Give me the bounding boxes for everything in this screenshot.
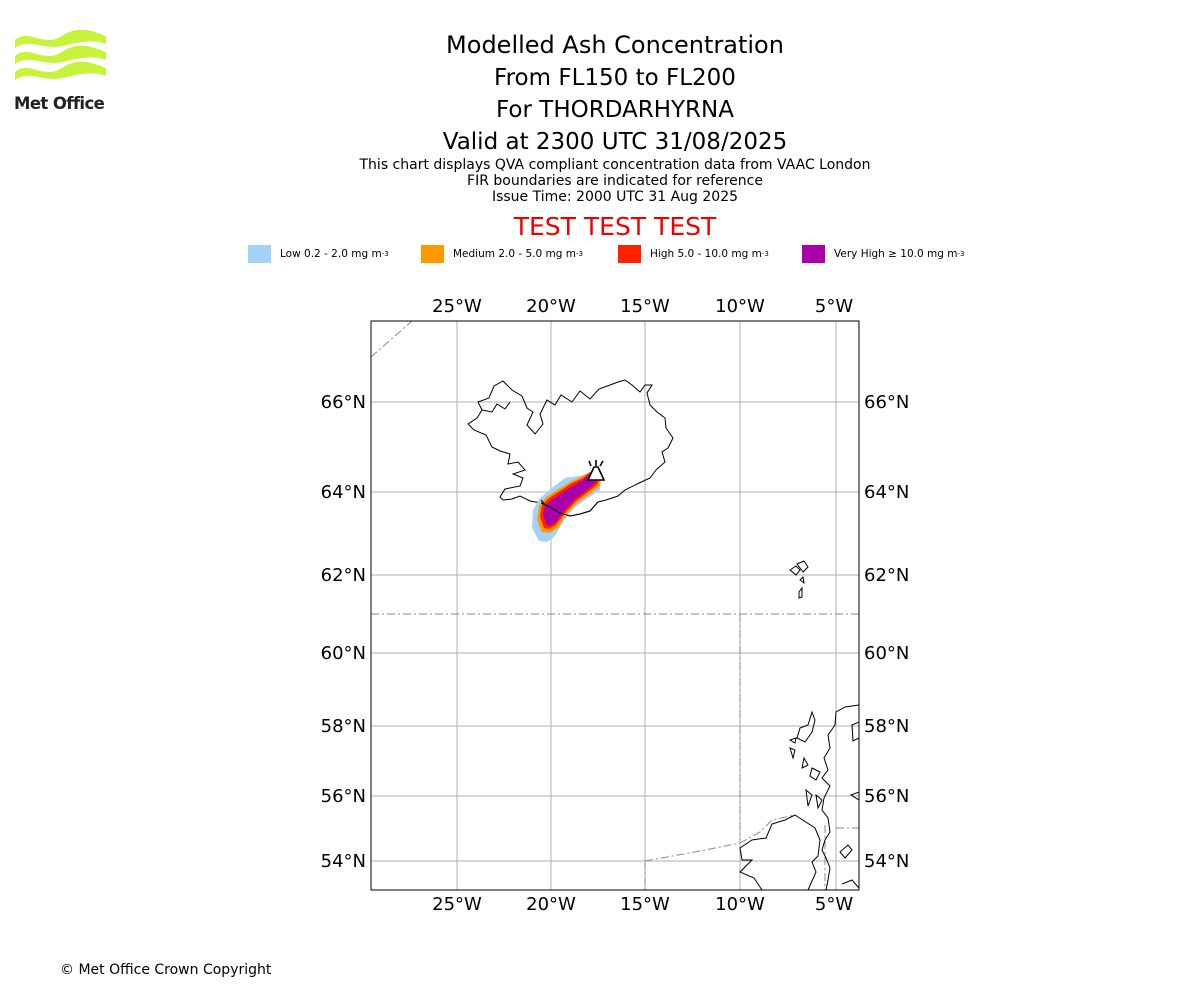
gridlines xyxy=(371,321,859,890)
lon-labels-bottom: 25°W 20°W 15°W 10°W 5°W xyxy=(432,894,853,915)
ash-very-high xyxy=(543,473,597,526)
scottish-islands xyxy=(788,710,859,810)
lon-labels-top: 25°W 20°W 15°W 10°W 5°W xyxy=(432,296,853,317)
lon-label-bottom-20w: 20°W xyxy=(526,894,576,915)
lat-label-right-54n: 54°N xyxy=(864,851,909,872)
lon-label-top-10w: 10°W xyxy=(715,296,765,317)
legend-swatch-medium xyxy=(421,245,444,263)
logo-text: Met Office xyxy=(14,94,105,113)
lat-label-left-60n: 60°N xyxy=(321,643,366,664)
lon-label-bottom-15w: 15°W xyxy=(620,894,670,915)
lat-label-left-54n: 54°N xyxy=(321,851,366,872)
lat-label-left-66n: 66°N xyxy=(321,392,366,413)
lat-label-right-66n: 66°N xyxy=(864,392,909,413)
iceland-coastline xyxy=(467,379,674,517)
flight-levels: From FL150 to FL200 xyxy=(494,65,736,91)
lon-label-bottom-5w: 5°W xyxy=(815,894,853,915)
volcano-name: For THORDARHYRNA xyxy=(496,97,734,123)
westfjords-inlet xyxy=(481,401,511,413)
legend-exp-low: -3 xyxy=(381,250,389,258)
lat-label-right-56n: 56°N xyxy=(864,786,909,807)
lat-label-left-58n: 58°N xyxy=(321,716,366,737)
lat-labels-left: 66°N 64°N 62°N 60°N 58°N 56°N 54°N xyxy=(321,392,366,872)
lat-label-right-64n: 64°N xyxy=(864,482,909,503)
volcano-icon xyxy=(586,460,606,481)
lon-label-top-5w: 5°W xyxy=(815,296,853,317)
legend-item-medium: Medium 2.0 - 5.0 mg m -3 xyxy=(421,244,583,264)
valid-time: Valid at 2300 UTC 31/08/2025 xyxy=(442,129,788,155)
lon-label-bottom-25w: 25°W xyxy=(432,894,482,915)
lat-label-left-56n: 56°N xyxy=(321,786,366,807)
title-block: Modelled Ash Concentration From FL150 to… xyxy=(0,28,1200,158)
map-content xyxy=(371,321,859,890)
ireland-coastline xyxy=(739,814,821,890)
legend-item-low: Low 0.2 - 2.0 mg m -3 xyxy=(248,244,389,264)
lat-labels-right: 66°N 64°N 62°N 60°N 58°N 56°N 54°N xyxy=(864,392,909,872)
subtitle-block: This chart displays QVA compliant concen… xyxy=(0,157,1200,205)
lat-label-left-62n: 62°N xyxy=(321,565,366,586)
legend-item-very-high: Very High ≥ 10.0 mg m -3 xyxy=(802,244,964,264)
legend: Low 0.2 - 2.0 mg m -3 Medium 2.0 - 5.0 mg… xyxy=(0,244,1200,264)
logo-waves-icon xyxy=(15,29,106,80)
lat-label-right-60n: 60°N xyxy=(864,643,909,664)
legend-label-very-high: Very High ≥ 10.0 mg m xyxy=(834,248,958,260)
legend-exp-medium: -3 xyxy=(575,250,583,258)
legend-label-low: Low 0.2 - 2.0 mg m xyxy=(280,248,382,260)
lon-label-top-25w: 25°W xyxy=(432,296,482,317)
lon-label-bottom-10w: 10°W xyxy=(715,894,765,915)
lon-label-top-20w: 20°W xyxy=(526,296,576,317)
legend-item-high: High 5.0 - 10.0 mg m -3 xyxy=(618,244,769,264)
legend-swatch-very-high xyxy=(802,245,825,263)
met-office-logo: Met Office xyxy=(14,29,109,113)
copyright: © Met Office Crown Copyright xyxy=(60,962,272,978)
legend-swatch-high xyxy=(618,245,641,263)
legend-swatch-low xyxy=(248,245,271,263)
chart-title: Modelled Ash Concentration xyxy=(446,31,784,59)
subtitle-line-2: FIR boundaries are indicated for referen… xyxy=(467,173,763,189)
plume-track xyxy=(540,499,546,506)
fir-boundary-shanwick xyxy=(644,814,796,862)
issue-time: Issue Time: 2000 UTC 31 Aug 2025 xyxy=(491,189,739,205)
lon-label-top-15w: 15°W xyxy=(620,296,670,317)
legend-label-high: High 5.0 - 10.0 mg m xyxy=(650,248,762,260)
scotland-coastline xyxy=(821,704,859,890)
lat-label-right-58n: 58°N xyxy=(864,716,909,737)
legend-exp-high: -3 xyxy=(761,250,769,258)
lat-label-right-62n: 62°N xyxy=(864,565,909,586)
faroe-islands xyxy=(789,560,809,599)
map-frame xyxy=(370,320,860,891)
fir-boundary-nw xyxy=(371,321,413,358)
subtitle-line-1: This chart displays QVA compliant concen… xyxy=(359,157,871,173)
legend-exp-very-high: -3 xyxy=(957,250,965,258)
fir-boundaries xyxy=(371,321,859,890)
ash-plume xyxy=(532,470,601,542)
test-banner: TEST TEST TEST xyxy=(513,212,717,241)
wales-coastline xyxy=(839,844,859,889)
legend-label-medium: Medium 2.0 - 5.0 mg m xyxy=(453,248,576,260)
lat-label-left-64n: 64°N xyxy=(321,482,366,503)
iceland-south-coast-overlay xyxy=(540,501,599,517)
